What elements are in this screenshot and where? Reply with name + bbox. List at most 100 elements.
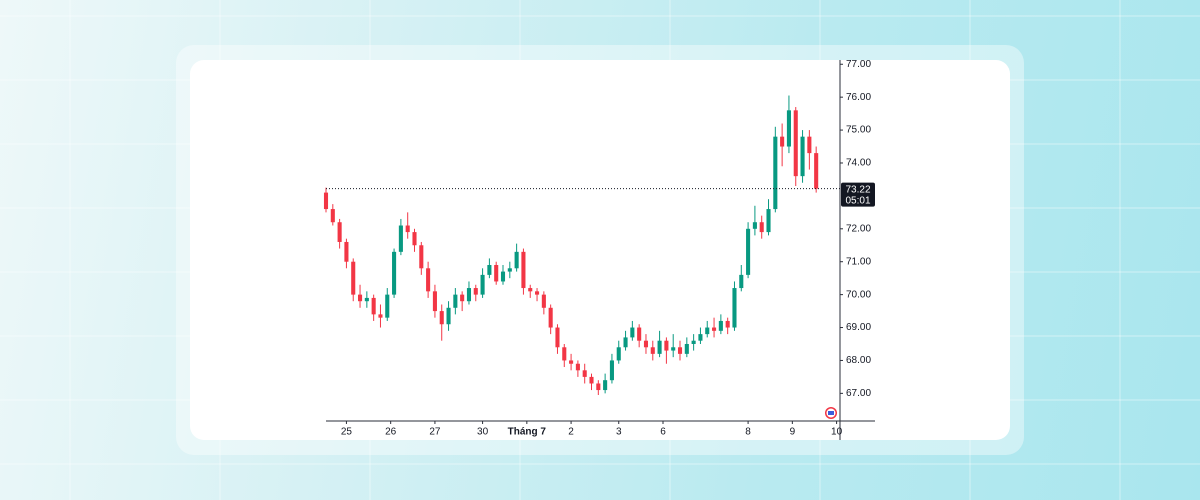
- x-tick-label: 8: [745, 427, 751, 438]
- candle-body: [725, 320, 730, 328]
- candle-body: [677, 347, 683, 354]
- candle-body: [671, 347, 676, 351]
- candle-body: [385, 294, 390, 318]
- candle-body: [555, 327, 560, 348]
- y-tick-label: 72.00: [846, 223, 871, 234]
- candle-body: [657, 340, 662, 354]
- candle-body: [718, 320, 723, 331]
- candle-body: [793, 110, 798, 177]
- candle-body: [752, 222, 757, 229]
- candle-body: [691, 340, 696, 344]
- y-tick-label: 68.00: [846, 355, 871, 366]
- candle-body: [807, 136, 812, 154]
- x-tick-label: 25: [341, 427, 353, 438]
- candle-body: [357, 294, 363, 302]
- candle-body: [419, 245, 424, 269]
- candle-body: [330, 209, 335, 223]
- candle-body: [453, 294, 458, 308]
- candle-body: [426, 268, 431, 292]
- candle-body: [712, 327, 717, 331]
- y-tick-label: 75.00: [846, 125, 871, 136]
- x-tick-label: 9: [790, 427, 796, 438]
- candle-body: [739, 274, 744, 289]
- candle-body: [575, 363, 580, 371]
- y-tick-label: 71.00: [846, 256, 871, 267]
- y-tick-label: 77.00: [846, 59, 871, 70]
- candle-body: [507, 268, 512, 272]
- candle-body: [364, 297, 369, 302]
- price-countdown: 05:01: [845, 195, 870, 206]
- x-tick-label: 10: [831, 427, 843, 438]
- price-label: 73.22: [845, 184, 870, 195]
- candle-body: [609, 360, 614, 381]
- candle-body: [705, 327, 710, 335]
- candle-body: [650, 347, 655, 354]
- candle-body: [786, 110, 791, 147]
- candle-body: [487, 265, 492, 275]
- x-tick-label: 2: [568, 427, 574, 438]
- y-tick-label: 69.00: [846, 322, 871, 333]
- x-tick-label: 6: [660, 427, 666, 438]
- candle-body: [569, 360, 574, 364]
- candle-body: [637, 327, 642, 341]
- candle-body: [500, 271, 506, 282]
- candle-body: [337, 222, 342, 242]
- candle-body: [432, 291, 437, 312]
- candle-body: [439, 311, 444, 325]
- candle-body: [773, 136, 778, 210]
- candle-body: [766, 209, 771, 233]
- candle-body: [698, 334, 703, 341]
- candle-body: [582, 370, 587, 377]
- candle-body: [460, 294, 465, 302]
- candle-body: [392, 251, 397, 295]
- candle-body: [371, 297, 376, 315]
- flag-icon: [825, 407, 837, 419]
- candle-body: [344, 241, 349, 262]
- candle-body: [732, 288, 737, 328]
- candle-body: [378, 314, 383, 318]
- candle-body: [466, 288, 472, 302]
- candle-body: [514, 251, 519, 269]
- candle-body: [473, 288, 478, 295]
- candle-body: [480, 274, 485, 295]
- candle-body: [746, 228, 751, 275]
- candle-body: [528, 288, 533, 292]
- y-tick-label: 70.00: [846, 289, 871, 300]
- candle-body: [323, 192, 329, 210]
- y-tick-label: 67.00: [846, 388, 871, 399]
- candle-body: [596, 383, 601, 391]
- plot: 77.00 76.00 75.00 74.00 72.00 71.00 70.00 69.00…: [323, 59, 875, 440]
- candle-body: [664, 340, 669, 351]
- candle-body: [616, 347, 621, 361]
- candle-body: [603, 380, 608, 391]
- y-tick-label: 76.00: [846, 92, 871, 103]
- candle-body: [351, 261, 356, 295]
- price-label-box: [841, 182, 875, 207]
- candle-body: [800, 136, 805, 177]
- candle-body: [412, 232, 417, 246]
- candle-body: [535, 291, 540, 295]
- chart-card: [190, 60, 1010, 440]
- candle-body: [521, 251, 526, 289]
- x-tick-label: Tháng 7: [508, 427, 547, 438]
- candle-body: [541, 294, 546, 308]
- candle-body: [562, 347, 567, 361]
- candle-body: [446, 307, 451, 325]
- candle-body: [494, 265, 499, 282]
- candle-body: [405, 225, 410, 233]
- x-tick-label: 27: [429, 427, 441, 438]
- y-tick-label: 74.00: [846, 158, 871, 169]
- candle-body: [759, 222, 764, 233]
- candle-body: [814, 153, 819, 189]
- candle-body: [684, 343, 689, 354]
- candle-body: [623, 337, 628, 348]
- x-tick-label: 26: [385, 427, 397, 438]
- candle-body: [630, 327, 635, 338]
- candle-body: [398, 225, 403, 252]
- candle-body: [780, 136, 785, 147]
- candle-body: [643, 340, 649, 348]
- x-tick-label: 30: [477, 427, 489, 438]
- candle-body: [589, 376, 594, 384]
